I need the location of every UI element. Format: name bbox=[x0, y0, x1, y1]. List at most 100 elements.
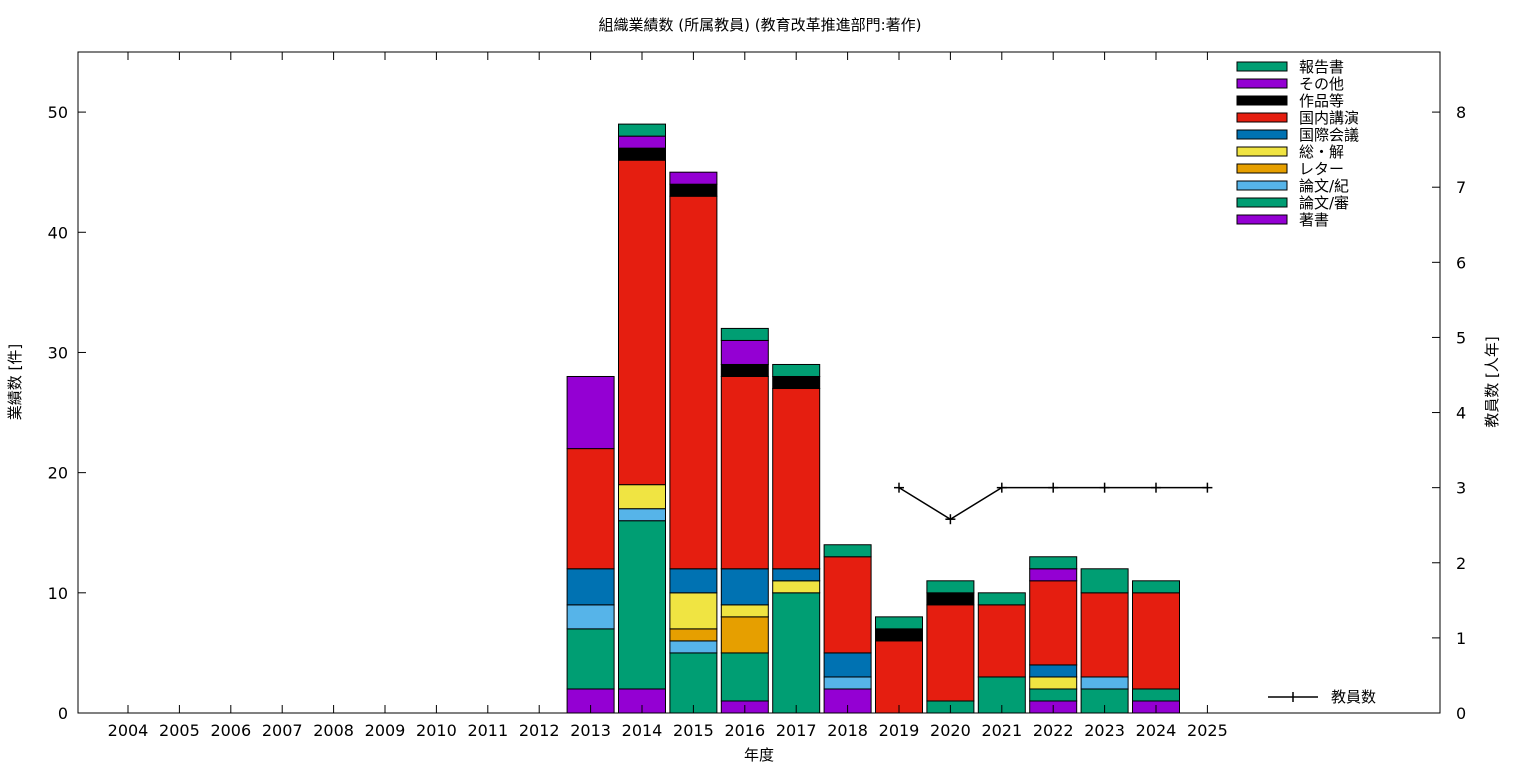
x-axis: 2004 2005 2006 2007 2008 2009 2010 2011 2012 2013… bbox=[108, 52, 1228, 740]
x-tick-label: 2022 bbox=[1033, 721, 1074, 740]
y-tick-label: 50 bbox=[48, 103, 68, 122]
legend-swatch bbox=[1236, 95, 1288, 106]
bar-segment bbox=[977, 604, 1026, 678]
x-tick-label: 2012 bbox=[519, 721, 560, 740]
bar-segment bbox=[1029, 664, 1078, 678]
x-tick-label: 2008 bbox=[313, 721, 354, 740]
bar-segment bbox=[669, 592, 718, 630]
bar-segment bbox=[720, 363, 769, 377]
x-tick-label: 2016 bbox=[724, 721, 765, 740]
x-tick-label: 2023 bbox=[1084, 721, 1125, 740]
bar-segment bbox=[1029, 580, 1078, 666]
bar-segment bbox=[1029, 688, 1078, 702]
legend-label: レター bbox=[1299, 160, 1344, 178]
bar-segment bbox=[1029, 556, 1078, 570]
bar-segment bbox=[720, 568, 769, 606]
bar-segment bbox=[566, 604, 615, 630]
bar-segment bbox=[669, 628, 718, 642]
bar-segment bbox=[823, 556, 872, 654]
bar-segment bbox=[669, 652, 718, 714]
bar-segment bbox=[618, 135, 666, 149]
bar-segment bbox=[1080, 592, 1129, 678]
bar-segment bbox=[1132, 688, 1180, 702]
x-axis-title: 年度 bbox=[744, 746, 774, 764]
bar-segment bbox=[669, 183, 718, 197]
bar-segment bbox=[669, 195, 718, 570]
bar-segment bbox=[618, 123, 666, 137]
y-tick-label: 40 bbox=[48, 223, 68, 242]
bar-segment bbox=[618, 159, 666, 486]
bar-segment bbox=[618, 508, 666, 522]
bar-segment bbox=[618, 520, 666, 690]
legend-swatch bbox=[1236, 78, 1288, 89]
x-tick-label: 2011 bbox=[467, 721, 508, 740]
chart-title: 組織業績数 (所属教員) (教育改革推進部門:著作) bbox=[598, 16, 921, 34]
legend-swatch bbox=[1236, 112, 1288, 123]
x-tick-label: 2015 bbox=[673, 721, 714, 740]
legend-swatch bbox=[1236, 197, 1288, 208]
legend-label: 報告書 bbox=[1299, 58, 1344, 76]
bar-segment bbox=[875, 640, 923, 714]
bars bbox=[566, 123, 1180, 714]
y2-tick-label: 6 bbox=[1456, 253, 1466, 272]
legend-swatch bbox=[1236, 180, 1288, 191]
x-tick-label: 2006 bbox=[210, 721, 251, 740]
bar-segment bbox=[926, 580, 975, 594]
legend-label: 論文/審 bbox=[1299, 194, 1349, 212]
x-tick-label: 2014 bbox=[622, 721, 663, 740]
x-tick-label: 2010 bbox=[416, 721, 457, 740]
legend-swatch bbox=[1236, 61, 1288, 72]
bar-segment bbox=[772, 363, 821, 377]
legend-label: 国内講演 bbox=[1299, 109, 1359, 127]
bar-segment bbox=[566, 448, 615, 570]
x-tick-label: 2017 bbox=[776, 721, 817, 740]
bar-segment bbox=[618, 147, 666, 161]
y-axis-title: 業績数 [件] bbox=[6, 344, 24, 420]
bar-segment bbox=[669, 640, 718, 654]
x-tick-label: 2025 bbox=[1187, 721, 1228, 740]
x-tick-label: 2020 bbox=[930, 721, 971, 740]
bar-segment bbox=[772, 375, 821, 390]
legend-label: 国際会議 bbox=[1299, 126, 1359, 144]
legend-label: 著書 bbox=[1299, 211, 1329, 229]
legend-swatch bbox=[1236, 146, 1288, 157]
bar-segment bbox=[772, 568, 821, 582]
y2-axis-title: 教員数 [人年] bbox=[1483, 336, 1501, 427]
bar-segment bbox=[669, 568, 718, 594]
bar-segment bbox=[720, 375, 769, 570]
bar-segment bbox=[669, 171, 718, 185]
y2-tick-label: 3 bbox=[1456, 479, 1466, 498]
y2-tick-label: 7 bbox=[1456, 178, 1466, 197]
x-tick-label: 2005 bbox=[159, 721, 200, 740]
bar-segment bbox=[618, 484, 666, 510]
bar-segment bbox=[823, 676, 872, 690]
legend-label: その他 bbox=[1299, 75, 1344, 93]
y2-tick-label: 0 bbox=[1456, 704, 1466, 723]
bar-segment bbox=[566, 628, 615, 690]
legend-label: 作品等 bbox=[1299, 92, 1344, 110]
bar-segment bbox=[720, 652, 769, 702]
legend-label: 総・解 bbox=[1299, 143, 1344, 161]
x-tick-label: 2019 bbox=[879, 721, 920, 740]
bar-segment bbox=[1080, 568, 1129, 594]
bar-segment bbox=[1029, 568, 1078, 582]
y2-axis: 0 1 2 3 4 5 6 7 8 bbox=[1432, 103, 1466, 723]
y-tick-label: 30 bbox=[48, 343, 68, 362]
bar-segment bbox=[977, 592, 1026, 606]
bar-segment bbox=[566, 568, 615, 606]
x-tick-label: 2013 bbox=[570, 721, 611, 740]
bar-segment bbox=[1029, 676, 1078, 690]
y2-tick-label: 8 bbox=[1456, 103, 1466, 122]
legend-label: 論文/紀 bbox=[1299, 177, 1349, 195]
bar-segment bbox=[926, 592, 975, 606]
y2-tick-label: 4 bbox=[1456, 404, 1466, 423]
line-layer bbox=[894, 482, 1213, 525]
y-tick-label: 10 bbox=[48, 584, 68, 603]
y2-tick-label: 5 bbox=[1456, 328, 1466, 347]
legend-swatch bbox=[1236, 214, 1288, 225]
x-tick-label: 2007 bbox=[262, 721, 303, 740]
bar-segment bbox=[772, 580, 821, 594]
bar-segment bbox=[772, 388, 821, 570]
